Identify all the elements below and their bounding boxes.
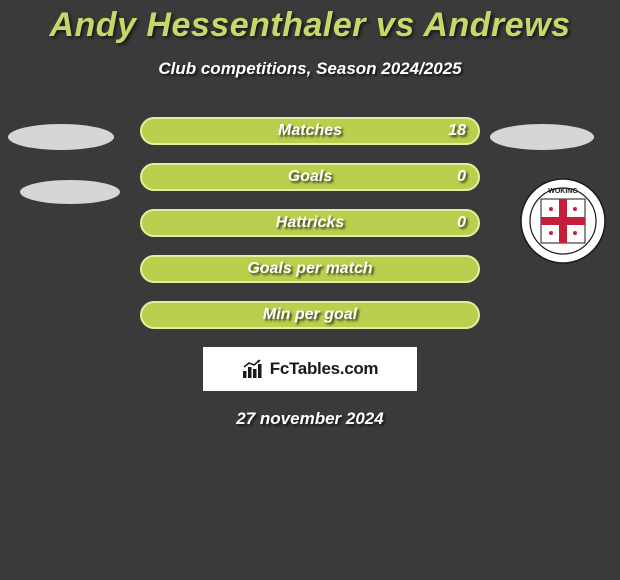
stat-row: Min per goal bbox=[70, 301, 550, 329]
stat-bar: Goals 0 bbox=[140, 163, 480, 191]
date-text: 27 november 2024 bbox=[0, 409, 620, 429]
watermark-box: FcTables.com bbox=[203, 347, 417, 391]
stat-row: Goals 0 bbox=[70, 163, 550, 191]
stat-row: Goals per match bbox=[70, 255, 550, 283]
stat-value-right: 18 bbox=[448, 122, 466, 140]
stat-label: Min per goal bbox=[263, 306, 357, 324]
stat-bar: Matches 18 bbox=[140, 117, 480, 145]
chart-icon bbox=[242, 359, 264, 379]
stat-label: Goals bbox=[288, 168, 332, 186]
stat-bar: Hattricks 0 bbox=[140, 209, 480, 237]
watermark-text: FcTables.com bbox=[270, 359, 379, 379]
stat-row: Hattricks 0 bbox=[70, 209, 550, 237]
stat-value-right: 0 bbox=[457, 214, 466, 232]
stat-row: Matches 18 bbox=[70, 117, 550, 145]
crest-text: WOKING bbox=[548, 188, 578, 195]
stat-bar: Min per goal bbox=[140, 301, 480, 329]
page-subtitle: Club competitions, Season 2024/2025 bbox=[0, 59, 620, 79]
stat-value-right: 0 bbox=[457, 168, 466, 186]
stat-bar: Goals per match bbox=[140, 255, 480, 283]
stat-label: Goals per match bbox=[247, 260, 372, 278]
stat-label: Matches bbox=[278, 122, 342, 140]
stat-label: Hattricks bbox=[276, 214, 344, 232]
stats-container: Matches 18 Goals 0 Hattricks 0 Goals per match… bbox=[70, 117, 550, 329]
page-title: Andy Hessenthaler vs Andrews bbox=[0, 0, 620, 45]
